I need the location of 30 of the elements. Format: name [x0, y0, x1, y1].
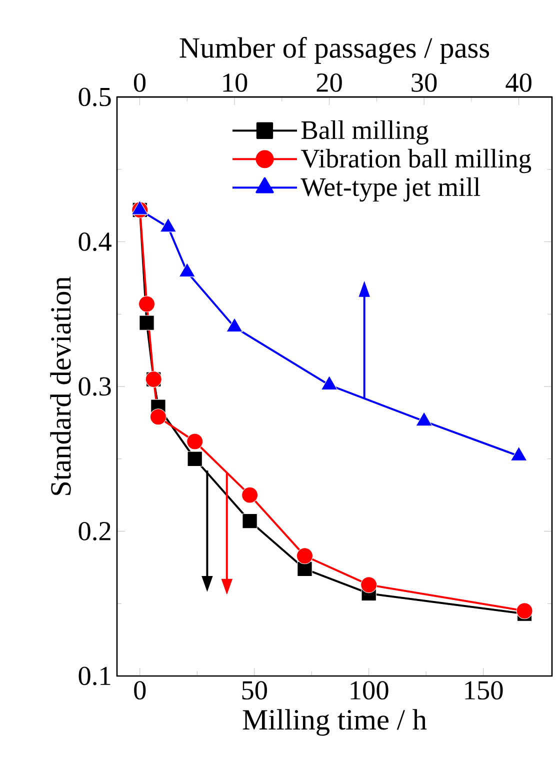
legend-label: Vibration ball milling — [300, 148, 532, 174]
point — [516, 602, 533, 620]
point — [150, 408, 166, 426]
point — [139, 315, 154, 330]
point — [138, 296, 156, 312]
x-tick-label: 0 — [134, 681, 146, 700]
point — [296, 548, 314, 564]
point — [360, 576, 378, 594]
x-tick-label: 100 — [350, 681, 388, 700]
y-tick-label: 0.3 — [78, 377, 111, 396]
point — [242, 486, 258, 504]
point — [242, 514, 258, 529]
x-tick-label: 150 — [465, 681, 503, 700]
y-tick-label: 0.4 — [78, 232, 112, 252]
x2-tick-label: 0 — [134, 73, 146, 92]
y-axis-title: Standard deviation — [50, 276, 71, 495]
y-tick-label: 0.2 — [78, 522, 110, 541]
x2-tick-label: 20 — [316, 73, 342, 92]
y-tick-label: 0.5 — [78, 88, 111, 106]
x-axis-title: Milling time / h — [242, 709, 427, 736]
x-tick-label: 50 — [242, 681, 267, 700]
x2-tick-label: 30 — [412, 73, 437, 92]
y-tick-label: 0.1 — [78, 666, 110, 686]
legend-label: Ball milling — [301, 120, 428, 145]
x2-axis-title: Number of passages / pass — [180, 36, 490, 64]
point — [186, 433, 204, 450]
legend-label: Wet-type jet mill — [300, 177, 480, 202]
point — [187, 451, 202, 466]
x2-tick-label: 10 — [223, 73, 248, 92]
x2-tick-label: 40 — [506, 73, 532, 92]
